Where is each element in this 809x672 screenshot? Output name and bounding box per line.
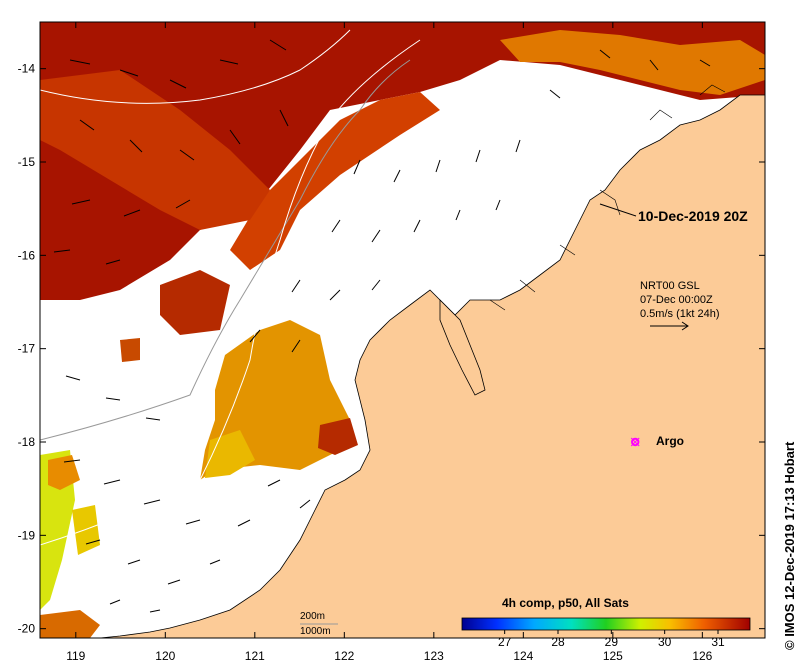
current-scale-arrow [650,321,689,331]
sst-cool-southwest [40,450,75,610]
coast-islands [489,84,726,311]
lat-tick-label-5: -19 [18,528,36,542]
sst-hot-patch-mid [160,270,230,335]
sst-orange-northeast [500,30,765,95]
lon-tick-label-3: 122 [334,649,354,663]
current-scale-label: 0.5m/s (1kt 24h) [640,308,719,320]
lon-tick-label-5: 124 [513,649,533,663]
colorbar-title: 4h comp, p50, All Sats [502,596,629,610]
land-area [99,94,765,638]
sst-warm-patch-west [40,70,270,230]
sst-warm-band [230,92,440,270]
sst-small-patch-west [120,338,140,362]
colorbar-tick-label-2: 29 [605,635,619,649]
datetime-label: 10-Dec-2019 20Z [638,208,748,224]
colorbar-gradient [461,617,751,631]
sst-orange-corner [40,610,100,638]
lat-tick-label-3: -17 [18,342,36,356]
isobath-1000m-line-west [40,29,351,104]
land-peninsula [439,299,486,396]
colorbar-ticks: 27 28 29 30 31 [498,630,725,649]
current-source-label: NRT00 GSL [640,280,700,292]
isobath-1000m-label: 1000m [300,626,331,637]
lon-tick-label-6: 125 [603,649,623,663]
datetime-pointer [599,203,637,217]
lon-tick-label-1: 120 [155,649,175,663]
lon-tick-label-0: 119 [66,649,85,663]
lat-tick-label-0: -14 [18,62,36,76]
lat-tick-label-6: -20 [18,622,36,636]
lon-tick-label-2: 121 [245,649,265,663]
isobath-1000m-line [40,39,421,546]
plot-frame [39,21,766,639]
lon-tick-label-4: 123 [424,649,444,663]
lat-tick-label-2: -16 [18,248,36,262]
argo-cross-icon [630,437,640,447]
isobath-200m-label: 200m [300,611,325,622]
current-time-label: 07-Dec 00:00Z [640,294,713,306]
sst-orange-southwest [48,455,80,490]
lat-tick-label-4: -18 [18,435,36,449]
colorbar-tick-label-4: 31 [711,635,725,649]
colorbar-tick-label-0: 27 [498,635,512,649]
lon-tick-label-7: 126 [692,649,712,663]
sst-red-patch-south [318,418,358,455]
colorbar-tick-label-1: 28 [551,635,565,649]
argo-label: Argo [656,434,684,448]
current-vectors [53,39,711,613]
sst-hot-region [40,22,765,300]
copyright-credit: © IMOS 12-Dec-2019 17:13 Hobart [782,441,797,650]
colorbar-tick-label-3: 30 [658,635,672,649]
longitude-axis: 119 120 121 122 123 124 125 126 [66,22,713,663]
latitude-axis: -14 -15 -16 -17 -18 -19 -20 [18,62,765,636]
argo-icon [631,437,640,447]
lat-tick-label-1: -15 [18,155,36,169]
isobath-200m-line [40,59,411,441]
map-layers [40,22,765,638]
argo-float-marker [630,437,640,447]
